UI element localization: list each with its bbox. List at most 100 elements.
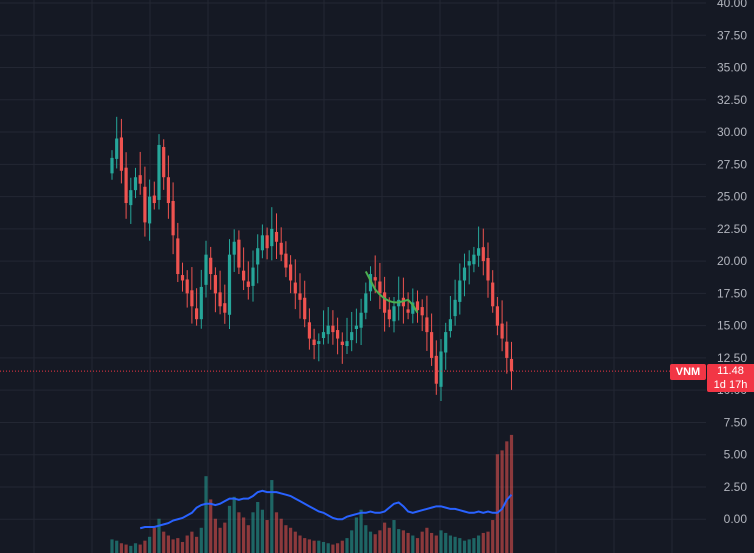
volume-bar [415,538,420,553]
volume-bar [265,520,269,553]
candle-body [251,267,255,286]
candle-body [218,292,222,307]
volume-bar [237,512,241,553]
price-axis-tick-label: 32.50 [717,93,747,107]
candle-body [133,177,138,191]
candle-body [199,286,203,320]
candle-body [336,330,340,339]
volume-bar [166,535,170,553]
price-axis-tick-label: 25.00 [717,190,747,204]
candle-body [472,254,476,265]
price-axis-background [706,0,754,553]
volume-bar [491,520,495,553]
volume-bar [486,531,490,553]
candle-body [204,254,208,285]
candle-body [364,293,368,313]
volume-bar [190,531,194,553]
candle-body [110,157,114,174]
volume-bar [477,535,481,553]
candle-body [505,341,509,358]
volume-bar [157,518,161,553]
price-axis-tick-label: 7.50 [724,415,748,429]
volume-bar [312,540,316,553]
volume-bar [420,531,424,553]
candle-body [415,301,420,311]
grid-lines [0,0,706,553]
volume-bar [439,530,443,553]
candle-body [162,147,166,178]
candle-body [444,332,448,353]
volume-bar [336,543,340,553]
volume-bar [129,545,133,553]
volume-bar [274,512,279,553]
price-axis-tick-label: 12.50 [717,351,747,365]
candle-body [143,186,147,223]
volume-bar [162,531,166,553]
volume-bar [472,538,476,553]
volume-bar [364,525,368,553]
candle-body [279,242,283,255]
price-axis-tick-label: 15.00 [717,319,747,333]
candle-body [270,228,274,247]
volume-bar [505,441,509,553]
candle-body [434,355,438,384]
price-axis-tick-label: 27.50 [717,157,747,171]
volume-bar [321,541,326,553]
volume-bar [124,544,128,553]
candle-body [246,281,250,287]
price-axis-tick-label: 2.50 [724,480,748,494]
volume-bar [185,535,189,553]
candle-body [326,325,330,335]
candle-body [298,293,302,300]
volume-bar [171,539,175,553]
candle-body [345,341,349,347]
volume-bar [354,517,358,553]
volume-bar [138,544,142,553]
volume-bar [213,518,217,553]
candle-body [237,239,241,268]
candle-body [152,195,156,204]
volume-bar [458,538,462,553]
candle-body [119,137,123,171]
volume-bar [242,517,246,553]
candle-body [430,332,434,358]
volume-bar [143,540,147,553]
volume-bar [406,532,410,553]
last-price-tag: 11.48 1d 17h [707,364,754,393]
volume-bar [368,531,373,553]
volume-bar [293,531,297,553]
volume-bar [176,538,180,553]
candle-body [171,200,175,236]
volume-bar [289,527,293,553]
volume-bar [444,532,448,553]
candle-body [213,275,217,294]
volume-bar [467,539,471,553]
candle-body [321,332,326,339]
price-axis-tick-label: 20.00 [717,254,747,268]
volume-bar [359,509,363,553]
volume-bar [270,480,274,553]
candle-body [223,303,227,313]
candle-body [195,308,199,320]
volume-bar [392,520,396,553]
price-axis-tick-label: 5.00 [724,448,748,462]
candle-body [289,264,293,281]
volume-bar [180,541,185,553]
volume-bar [298,535,302,553]
volume-bar [326,543,330,553]
price-axis[interactable]: 40.00 37.50 35.00 32.50 30.00 27.50 25.00 22.50… [706,0,754,553]
volume-bar [448,535,452,553]
indicator-lines [139,270,513,530]
candle-body [138,175,142,184]
volume-bar [119,543,123,553]
volume-bar [195,536,199,553]
volume-bar [152,527,156,553]
candle-body [176,238,180,275]
candle-body [425,317,429,333]
candle-body [232,241,236,255]
volume-bar [284,525,288,553]
volume-bar [260,509,264,553]
candle-body [448,319,452,332]
candle-body [307,322,311,339]
